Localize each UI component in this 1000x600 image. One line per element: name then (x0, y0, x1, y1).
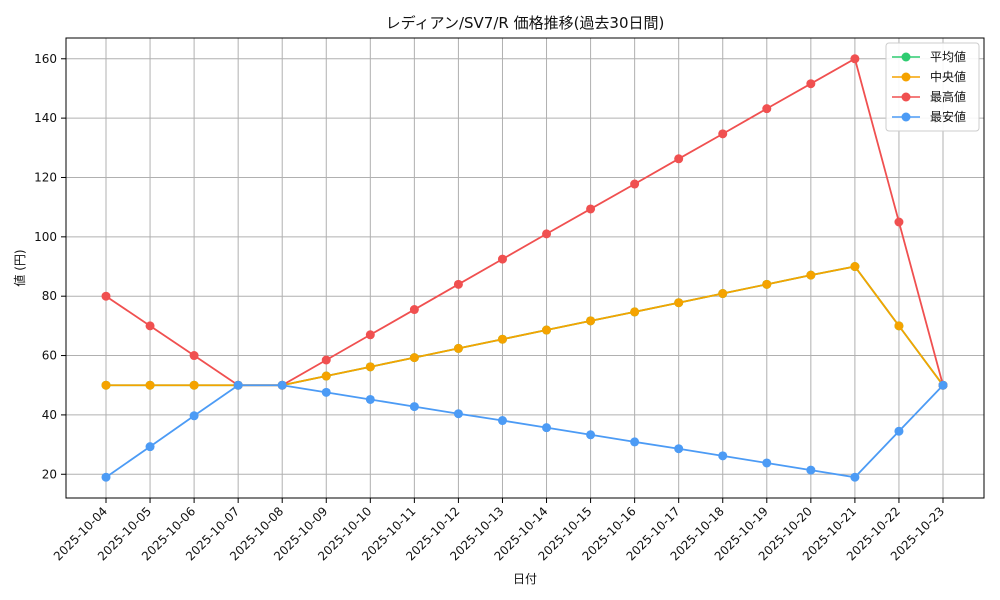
data-point-max (894, 217, 904, 227)
legend-marker-min (901, 112, 911, 122)
data-point-median (101, 380, 111, 390)
legend-label-min: 最安値 (930, 109, 966, 124)
y-tick-label: 80 (42, 289, 57, 303)
data-point-min (542, 423, 552, 433)
data-point-median (586, 316, 596, 326)
data-point-min (674, 444, 684, 454)
legend-item-median: 中央値 (892, 69, 966, 84)
data-point-max (762, 104, 772, 114)
data-point-median (762, 279, 772, 289)
series-min (101, 380, 948, 482)
y-tick-label: 140 (34, 111, 57, 125)
y-tick-label: 20 (42, 467, 57, 481)
data-point-min (189, 411, 199, 421)
data-point-median (497, 334, 507, 344)
data-point-median (189, 380, 199, 390)
data-point-median (674, 298, 684, 308)
data-point-max (145, 321, 155, 331)
data-point-median (409, 353, 419, 363)
data-point-median (365, 362, 375, 372)
data-point-median (542, 325, 552, 335)
data-point-median (894, 321, 904, 331)
legend-marker-average (901, 52, 911, 62)
series-group (101, 54, 948, 482)
y-tick-label: 160 (34, 52, 57, 66)
data-point-min (630, 437, 640, 447)
data-point-max (586, 204, 596, 214)
data-point-min (938, 380, 948, 390)
data-point-min (233, 380, 243, 390)
legend-marker-median (901, 72, 911, 82)
legend-item-max: 最高値 (892, 89, 966, 104)
data-point-median (321, 371, 331, 381)
data-point-max (542, 229, 552, 239)
y-tick-label: 100 (34, 230, 57, 244)
data-point-min (586, 430, 596, 440)
legend-item-min: 最安値 (892, 109, 966, 124)
data-point-max (497, 254, 507, 264)
legend-label-average: 平均値 (930, 49, 966, 64)
data-point-min (409, 402, 419, 412)
data-point-median (453, 343, 463, 353)
data-point-min (101, 472, 111, 482)
data-point-max (718, 129, 728, 139)
data-point-median (806, 270, 816, 280)
data-point-min (806, 465, 816, 475)
chart-title: レディアン/SV7/R 価格推移(過去30日間) (386, 14, 665, 32)
data-point-median (718, 289, 728, 299)
data-point-min (453, 409, 463, 419)
data-point-min (365, 394, 375, 404)
legend-label-median: 中央値 (930, 69, 966, 84)
data-point-max (850, 54, 860, 64)
data-point-min (277, 380, 287, 390)
data-point-max (101, 291, 111, 301)
plot-frame (65, 37, 985, 499)
legend-item-average: 平均値 (892, 49, 966, 64)
data-point-median (145, 380, 155, 390)
data-point-max (189, 351, 199, 361)
legend-marker-max (901, 92, 911, 102)
data-point-max (409, 305, 419, 315)
data-point-min (145, 442, 155, 452)
data-point-min (894, 426, 904, 436)
y-axis-label: 値 (円) (12, 249, 27, 286)
data-point-min (321, 387, 331, 397)
x-axis-label: 日付 (513, 572, 537, 586)
data-point-min (762, 458, 772, 468)
legend-label-max: 最高値 (930, 89, 966, 104)
data-point-min (497, 416, 507, 426)
series-line-min (105, 384, 944, 479)
data-point-max (453, 279, 463, 289)
data-point-max (674, 154, 684, 164)
data-point-min (718, 451, 728, 461)
y-tick-label: 120 (34, 170, 57, 184)
data-point-max (365, 330, 375, 340)
grid (66, 38, 984, 498)
legend-box (885, 42, 980, 132)
data-point-max (321, 355, 331, 365)
data-point-min (850, 472, 860, 482)
data-point-max (806, 79, 816, 89)
data-point-median (850, 262, 860, 272)
data-point-median (630, 307, 640, 317)
legend: 平均値 中央値 最高値 最安値 (885, 42, 980, 132)
y-tick-label: 40 (42, 408, 57, 422)
y-tick-label: 60 (42, 349, 57, 363)
data-point-max (630, 179, 640, 189)
